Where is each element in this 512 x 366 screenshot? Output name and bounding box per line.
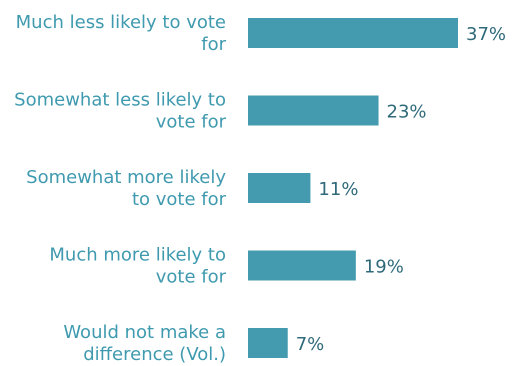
category-label: Much more likely to vote for (49, 245, 226, 288)
category-label-line: Would not make a (63, 322, 226, 343)
category-label: Would not make a difference (Vol.) (63, 322, 226, 365)
category-label-line: difference (Vol.) (83, 344, 226, 365)
bar (248, 18, 458, 48)
bar (248, 250, 356, 281)
value-label: 19% (364, 257, 404, 278)
category-label-line: vote for (156, 112, 227, 133)
bar (248, 95, 379, 126)
category-label-line: to vote for (132, 189, 227, 210)
value-label: 37% (466, 24, 506, 45)
category-label: Somewhat more likely to vote for (26, 167, 226, 210)
category-label-line: Much more likely to (49, 245, 226, 266)
value-label: 11% (318, 179, 358, 200)
value-label: 23% (387, 102, 427, 123)
category-label-line: Much less likely to vote (16, 12, 226, 33)
bar (248, 173, 311, 203)
bar (248, 328, 288, 358)
category-label: Somewhat less likely to vote for (14, 90, 226, 133)
category-label-line: for (201, 34, 226, 55)
category-label: Much less likely to vote for (16, 12, 227, 55)
category-label-line: Somewhat more likely (26, 167, 226, 188)
category-label-line: Somewhat less likely to (14, 90, 226, 111)
category-label-line: vote for (156, 267, 227, 288)
value-label: 7% (296, 334, 325, 355)
